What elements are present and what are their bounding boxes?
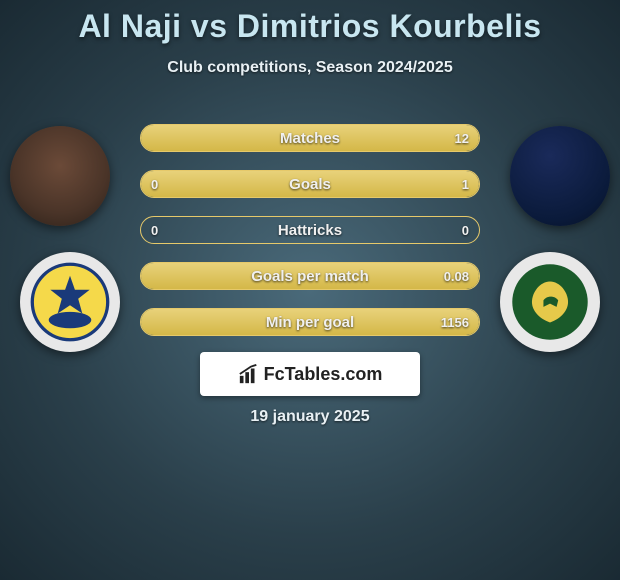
stat-row: Min per goal 1156: [140, 308, 480, 336]
stat-value-right: 1: [462, 177, 469, 192]
player-avatar-right-image: [510, 126, 610, 226]
stat-label: Min per goal: [266, 314, 354, 331]
stat-label: Goals: [289, 176, 331, 193]
club-badge-left: [20, 252, 120, 352]
snapshot-date: 19 january 2025: [0, 408, 620, 426]
comparison-subtitle: Club competitions, Season 2024/2025: [0, 59, 620, 77]
player-avatar-left: [10, 126, 110, 226]
stat-value-right: 12: [455, 131, 469, 146]
club-crest-right-icon: [509, 261, 591, 343]
chart-icon: [238, 363, 260, 385]
stat-value-right: 0.08: [444, 269, 469, 284]
stat-label: Goals per match: [251, 268, 369, 285]
stat-row: 0 Goals 1: [140, 170, 480, 198]
stat-value-right: 1156: [441, 315, 469, 330]
stats-container: Matches 12 0 Goals 1 0 Hattricks 0 Goals per mat…: [140, 124, 480, 354]
player-avatar-right: [510, 126, 610, 226]
stat-row: 0 Hattricks 0: [140, 216, 480, 244]
club-crest-left-icon: [29, 261, 111, 343]
player-avatar-left-image: [10, 126, 110, 226]
comparison-title: Al Naji vs Dimitrios Kourbelis: [0, 0, 620, 45]
fctables-logo-text: FcTables.com: [264, 364, 383, 385]
stat-value-right: 0: [462, 223, 469, 238]
stat-row: Matches 12: [140, 124, 480, 152]
stat-row: Goals per match 0.08: [140, 262, 480, 290]
stat-value-left: 0: [151, 223, 158, 238]
stat-label: Matches: [280, 130, 340, 147]
stat-value-left: 0: [151, 177, 158, 192]
club-badge-right: [500, 252, 600, 352]
fctables-logo[interactable]: FcTables.com: [200, 352, 420, 396]
stat-label: Hattricks: [278, 222, 342, 239]
